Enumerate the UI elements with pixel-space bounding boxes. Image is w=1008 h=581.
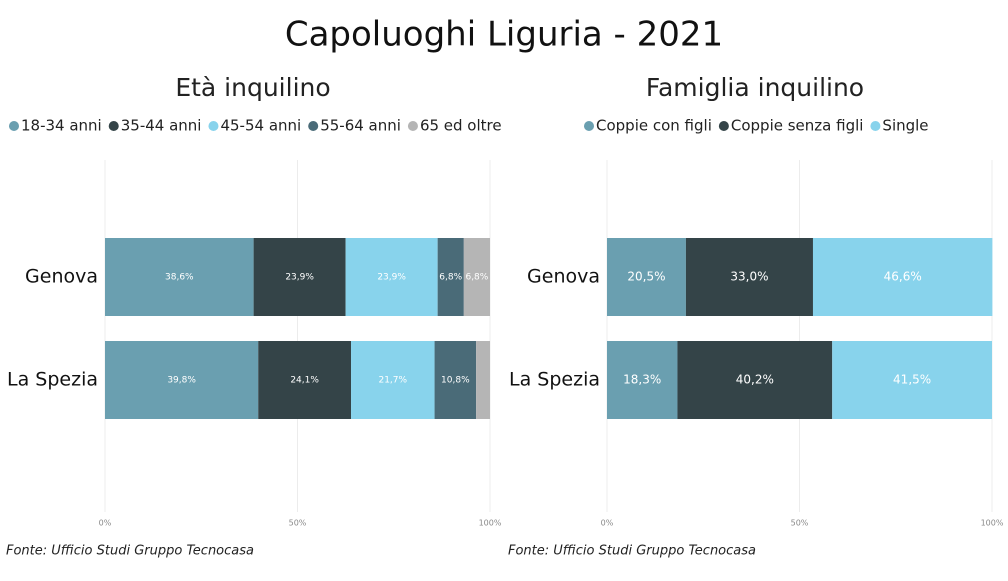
data-label: 24,1% [290, 376, 319, 386]
legend-marker [584, 121, 594, 131]
bar-segment [832, 341, 992, 419]
bar-segment [434, 341, 477, 419]
legend-label: Coppie con figli [596, 117, 712, 135]
x-tick-label: 0% [99, 519, 112, 528]
bar-segment [253, 238, 346, 316]
data-label: 40,2% [736, 373, 774, 387]
legend-label: 65 ed oltre [420, 117, 502, 135]
y-tick-label: Genova [25, 266, 98, 288]
x-tick-label: 50% [791, 519, 809, 528]
data-label: 20,5% [627, 270, 665, 284]
data-label: 38,6% [165, 273, 194, 283]
data-label: 46,6% [884, 270, 922, 284]
data-label: 10,8% [441, 376, 470, 386]
bar-segment [345, 238, 438, 316]
bar-segment [463, 238, 490, 316]
bar-segment [105, 341, 259, 419]
x-tick-label: 50% [289, 519, 307, 528]
bar-segment [476, 341, 490, 419]
data-label: 6,8% [465, 273, 488, 283]
source-note: Fonte: Ufficio Studi Gruppo Tecnocasa [508, 544, 756, 559]
legend-marker [108, 121, 119, 131]
y-tick-label: La Spezia [509, 369, 600, 391]
data-label: 18,3% [623, 373, 661, 387]
x-tick-label: 0% [601, 519, 614, 528]
bar-segment [351, 341, 435, 419]
data-label: 6,8% [439, 273, 462, 283]
bar-segment [105, 238, 254, 316]
data-label: 23,9% [285, 273, 314, 283]
legend-marker [407, 121, 418, 131]
data-label: 23,9% [377, 273, 406, 283]
legend-label: 18-34 anni [21, 117, 102, 135]
data-label: 41,5% [893, 373, 931, 387]
chart-title: Età inquilino [175, 73, 330, 102]
data-label: 39,8% [167, 376, 196, 386]
legend-marker [718, 121, 729, 131]
data-label: 21,7% [378, 376, 407, 386]
legend-label: Coppie senza figli [731, 117, 864, 135]
legend-marker [9, 121, 19, 131]
data-label: 33,0% [730, 270, 768, 284]
legend-label: 45-54 anni [220, 117, 301, 135]
legend-marker [208, 121, 219, 131]
legend-label: Single [882, 117, 928, 135]
legend-marker [308, 121, 319, 131]
bar-segment [677, 341, 833, 419]
legend-marker [870, 121, 881, 131]
source-note: Fonte: Ufficio Studi Gruppo Tecnocasa [6, 544, 254, 559]
bar-segment [437, 238, 464, 316]
bar-segment [685, 238, 813, 316]
y-tick-label: Genova [527, 266, 600, 288]
legend-label: 35-44 anni [121, 117, 202, 135]
main-title: Capoluoghi Liguria - 2021 [285, 15, 723, 55]
bar-segment [607, 238, 686, 316]
chart-title: Famiglia inquilino [646, 73, 864, 102]
y-tick-label: La Spezia [7, 369, 98, 391]
legend-label: 55-64 anni [320, 117, 401, 135]
bar-segment [607, 341, 678, 419]
x-tick-label: 100% [981, 519, 1004, 528]
x-tick-label: 100% [479, 519, 502, 528]
bar-segment [812, 238, 993, 316]
bar-segment [258, 341, 352, 419]
